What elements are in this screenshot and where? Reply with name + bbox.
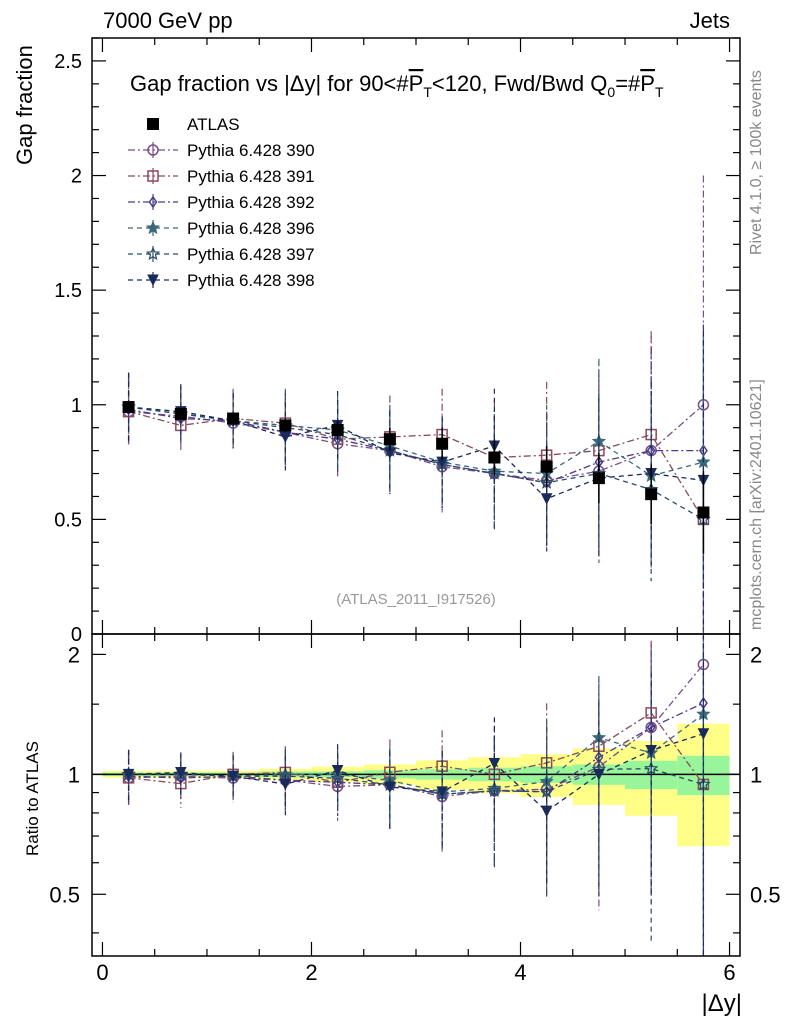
title-mid: <120, Fwd/Bwd Q	[432, 71, 607, 96]
legend-label: Pythia 6.428 398	[187, 271, 315, 290]
ratio-tick-label-right: 2	[750, 642, 762, 667]
legend-marker	[147, 170, 159, 182]
beam-label: 7000 GeV pp	[103, 8, 233, 33]
ratio-axis-label: Ratio to ATLAS	[23, 741, 42, 856]
legend-label: Pythia 6.428 391	[187, 167, 315, 186]
ratio-series-line	[128, 733, 704, 813]
ratio-series-line	[128, 713, 704, 793]
y-tick-label: 2.5	[54, 51, 82, 73]
legend-marker	[145, 246, 161, 261]
ratio-tick-label: 2	[68, 642, 80, 667]
ratio-tick-label: 1	[68, 762, 80, 787]
ratio-uncertainty-bands	[102, 723, 730, 847]
data-point	[331, 423, 344, 436]
ratio-point	[488, 757, 501, 770]
analysis-label: (ATLAS_2011_I917526)	[336, 591, 496, 608]
plot-title: Gap fraction vs |Δy| for 90<#PT<120, Fwd…	[130, 71, 664, 100]
x-axis-label: |Δy|	[702, 990, 743, 1017]
legend-label: Pythia 6.428 397	[187, 245, 315, 264]
data-point	[122, 401, 135, 414]
ratio-point	[540, 805, 553, 818]
title-eq: =#	[615, 71, 641, 96]
data-point	[227, 412, 240, 425]
x-tick-label: 4	[514, 960, 526, 985]
series-point	[487, 465, 502, 480]
legend-marker-data	[147, 118, 159, 130]
main-plot-series	[121, 175, 711, 634]
legend-marker	[148, 195, 158, 209]
ratio-point	[696, 776, 711, 791]
x-tick-label: 0	[96, 960, 108, 985]
title-t2: T	[655, 84, 664, 100]
ratio-tick-label: 0.5	[49, 882, 80, 907]
ratio-point	[175, 767, 187, 779]
y-tick-label: 2	[71, 166, 82, 188]
legend: ATLAS Pythia 6.428 390 Pythia 6.428 391 Pyt…	[128, 115, 315, 290]
ratio-plot-series	[121, 634, 711, 956]
ratio-point	[593, 768, 605, 781]
ratio-point	[384, 781, 396, 794]
x-tick-label: 2	[305, 960, 317, 985]
series-line	[128, 408, 704, 484]
data-point	[174, 407, 187, 420]
series-line	[128, 406, 704, 477]
ratio-point	[539, 784, 554, 798]
series-point	[540, 493, 553, 505]
ratio-point	[436, 786, 448, 798]
legend-label: Pythia 6.428 390	[187, 141, 315, 160]
ratio-point	[122, 768, 135, 781]
data-point	[540, 460, 553, 473]
ratio-tick-label-right: 0.5	[750, 882, 781, 907]
ratio-tick-label-right: 1	[750, 762, 762, 787]
data-point	[645, 488, 658, 501]
process-label: Jets	[690, 8, 730, 33]
ratio-point	[331, 764, 344, 777]
title-prefix: Gap fraction vs |Δy| for 90<#	[130, 71, 409, 96]
y-tick-label: 0.5	[54, 509, 82, 531]
mcplots-label: mcplots.cern.ch [arXiv:2401.10621]	[748, 379, 765, 630]
legend-marker	[145, 220, 161, 235]
title-zero: 0	[607, 84, 615, 100]
title-pt2: P	[640, 71, 655, 96]
data-point	[383, 433, 396, 446]
legend-marker	[147, 144, 159, 156]
y-zero-label: 0	[71, 624, 82, 646]
ratio-point	[227, 770, 239, 783]
ratio-point	[279, 778, 292, 791]
x-tick-label: 6	[723, 960, 735, 985]
ratio-series-line	[128, 664, 704, 798]
data-point	[436, 437, 449, 450]
series-line	[128, 410, 704, 520]
legend-label-data: ATLAS	[187, 115, 240, 134]
ratio-point	[697, 728, 710, 740]
y-tick-label: 1	[71, 395, 82, 417]
title-t: T	[423, 84, 432, 100]
rivet-label: Rivet 4.1.0, ≥ 100k events	[748, 70, 765, 255]
series-line	[128, 406, 704, 500]
series-point	[279, 431, 292, 443]
y-tick-label: 1.5	[54, 280, 82, 302]
series-line	[128, 404, 704, 482]
axes-frame: 0 2 4 60.511.522.500.5 0.51 12 2	[49, 37, 781, 985]
legend-label: Pythia 6.428 396	[187, 219, 315, 238]
data-point	[592, 472, 605, 485]
series-line	[128, 406, 704, 520]
ratio-point	[645, 745, 657, 757]
title-pt: P	[409, 71, 424, 96]
data-point	[697, 506, 710, 519]
y-axis-label: Gap fraction	[12, 45, 37, 165]
data-point	[279, 419, 292, 432]
data-point	[488, 451, 501, 464]
legend-label: Pythia 6.428 392	[187, 193, 315, 212]
legend-marker	[147, 274, 159, 287]
